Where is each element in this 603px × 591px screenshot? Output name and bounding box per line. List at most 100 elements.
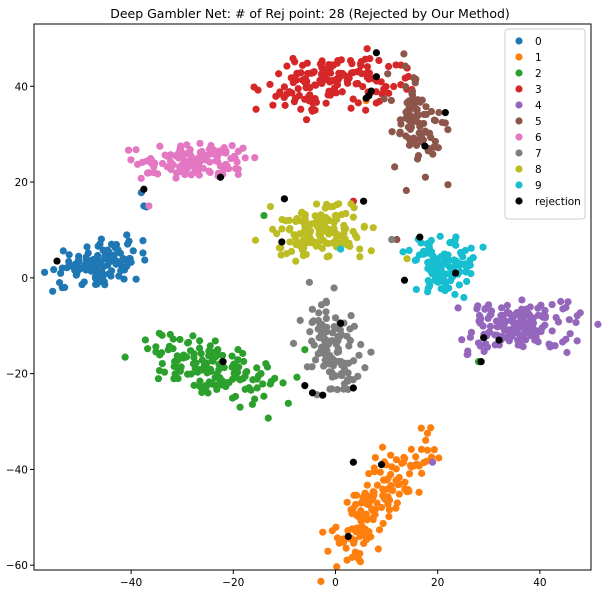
data-point	[357, 340, 365, 349]
data-point	[421, 249, 429, 257]
data-point	[263, 363, 272, 371]
data-point	[339, 538, 348, 546]
data-point	[349, 376, 357, 384]
data-point	[564, 298, 572, 306]
data-point	[121, 353, 129, 361]
data-point	[169, 161, 177, 169]
points-layer	[40, 45, 602, 585]
data-point	[379, 476, 388, 484]
data-point	[293, 373, 301, 381]
data-point	[337, 319, 345, 327]
data-point	[322, 314, 330, 323]
data-point	[352, 528, 360, 536]
data-point	[377, 503, 386, 512]
data-point	[103, 246, 112, 254]
data-point	[305, 97, 313, 105]
data-point	[278, 215, 286, 224]
data-point	[415, 488, 423, 496]
data-point	[234, 345, 242, 354]
data-point	[418, 469, 426, 477]
data-point	[367, 348, 375, 356]
data-point	[423, 446, 432, 454]
data-point	[463, 277, 471, 286]
data-point	[417, 424, 425, 432]
legend-marker	[515, 101, 523, 109]
data-point	[337, 370, 345, 378]
data-point	[316, 60, 325, 68]
data-point	[529, 314, 537, 322]
data-point	[387, 96, 395, 105]
data-point	[140, 185, 148, 193]
data-point	[356, 59, 365, 68]
data-point	[328, 329, 337, 337]
data-point	[234, 356, 242, 364]
data-point	[196, 365, 204, 374]
data-point	[292, 241, 300, 249]
data-point	[349, 357, 358, 365]
data-point	[49, 287, 57, 295]
data-point	[350, 322, 358, 330]
data-point	[176, 335, 184, 344]
data-point	[292, 76, 300, 84]
data-point	[332, 75, 341, 83]
data-point	[445, 263, 453, 271]
data-point	[365, 470, 373, 478]
data-point	[370, 468, 379, 476]
data-point	[444, 181, 452, 189]
data-point	[326, 203, 334, 211]
data-point	[87, 267, 95, 275]
data-point	[401, 82, 410, 91]
data-point	[338, 210, 346, 219]
data-point	[236, 403, 244, 411]
data-point	[152, 348, 160, 356]
legend-label: 7	[535, 148, 542, 160]
data-point	[319, 528, 327, 536]
data-point	[259, 380, 267, 388]
data-point	[411, 256, 419, 264]
data-point	[206, 168, 214, 177]
data-point	[423, 429, 432, 437]
data-point	[441, 109, 449, 117]
data-point	[436, 232, 444, 240]
data-point	[170, 362, 178, 371]
data-point	[172, 373, 180, 381]
data-point	[251, 236, 260, 244]
series-0	[40, 188, 151, 295]
data-point	[315, 309, 323, 317]
data-point	[281, 101, 289, 109]
data-point	[522, 336, 530, 344]
data-point	[421, 127, 429, 135]
data-point	[354, 512, 362, 520]
data-point	[196, 377, 204, 385]
data-point	[374, 545, 382, 553]
data-point	[513, 309, 521, 317]
legend-marker	[515, 133, 523, 141]
data-point	[349, 95, 357, 103]
legend-marker	[515, 53, 523, 61]
legend-marker	[515, 85, 523, 93]
data-point	[477, 358, 485, 366]
data-point	[183, 141, 191, 149]
data-point	[400, 276, 409, 284]
data-point	[171, 152, 180, 160]
data-point	[319, 349, 328, 358]
data-point	[311, 106, 319, 114]
data-point	[240, 357, 248, 366]
data-point	[342, 544, 350, 552]
data-point	[326, 351, 334, 360]
data-point	[421, 142, 429, 150]
data-point	[347, 104, 355, 112]
data-point	[280, 195, 288, 203]
data-point	[309, 69, 317, 77]
y-tick-label: −60	[6, 560, 28, 572]
data-point	[422, 110, 430, 119]
data-point	[127, 156, 135, 164]
data-point	[278, 225, 286, 233]
data-point	[458, 336, 466, 344]
data-point	[430, 268, 438, 276]
data-point	[163, 163, 171, 171]
legend-label: 4	[535, 100, 542, 112]
data-point	[422, 103, 430, 111]
data-point	[380, 85, 388, 93]
data-point	[594, 320, 602, 328]
